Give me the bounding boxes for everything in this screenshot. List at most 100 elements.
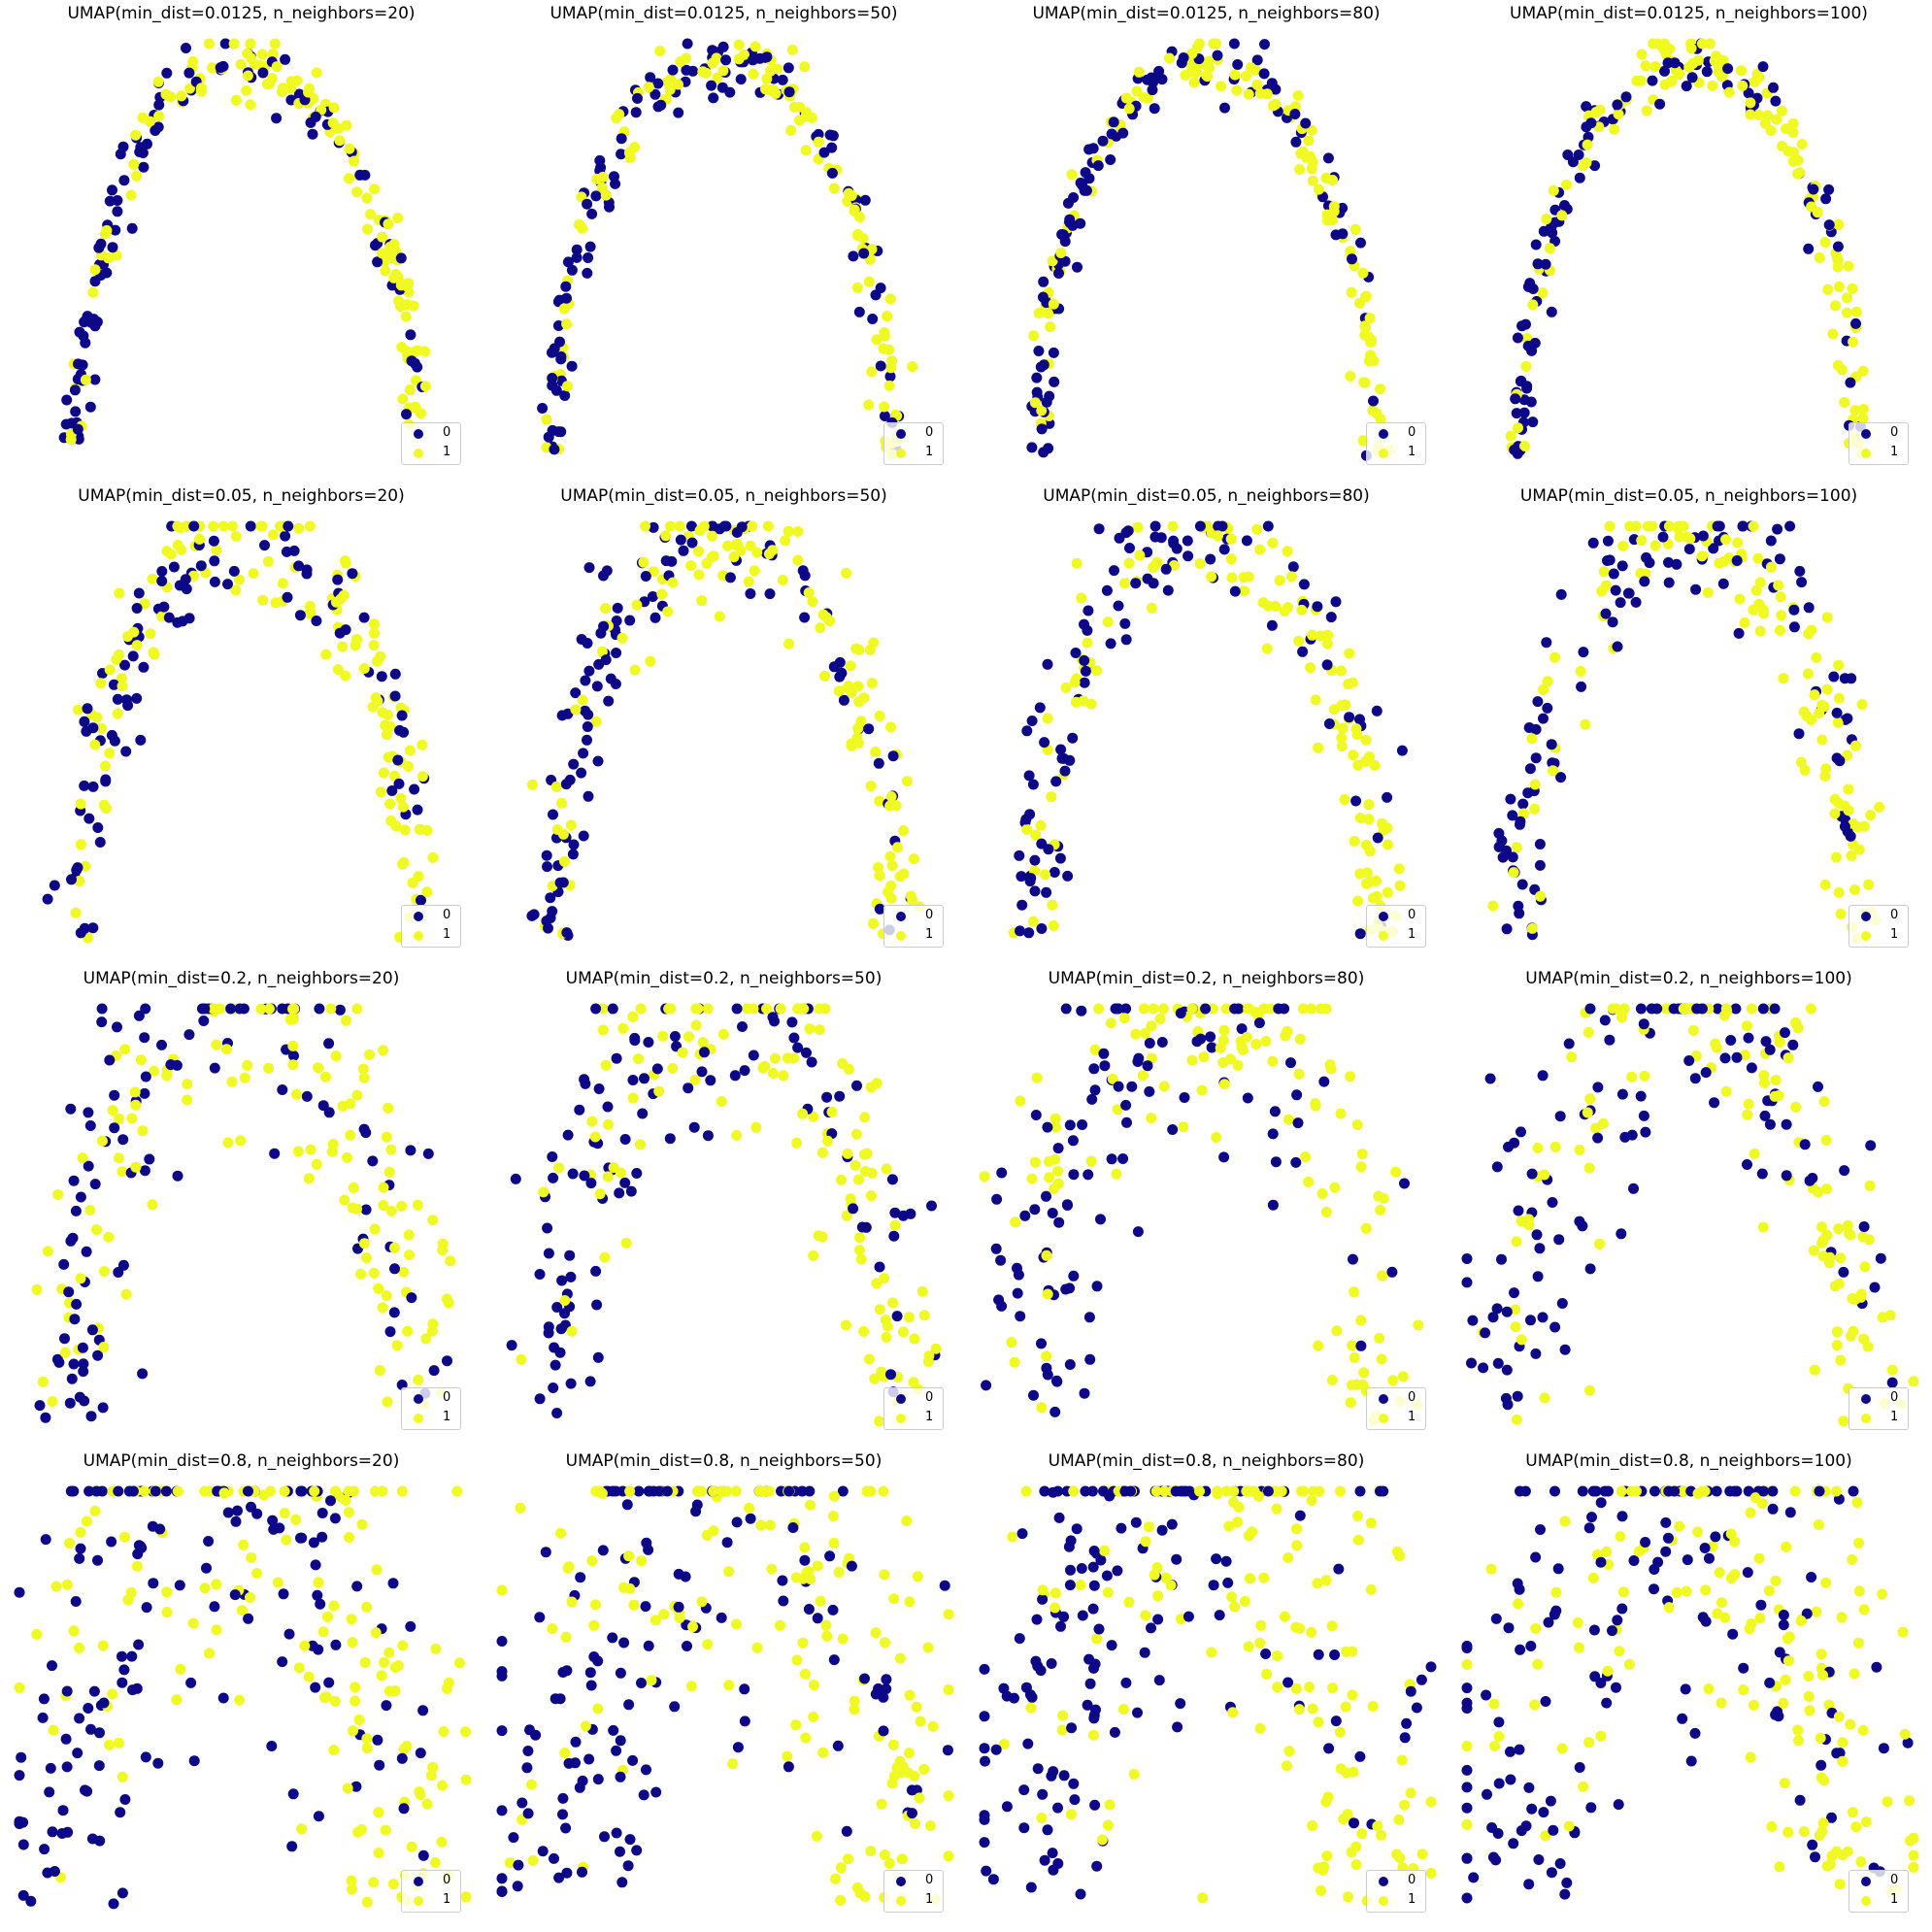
point-class-0: [1354, 1750, 1366, 1762]
point-class-0: [638, 1789, 650, 1801]
point-class-1: [397, 801, 409, 813]
point-class-1: [556, 797, 567, 809]
legend-item: 1: [1367, 1891, 1425, 1911]
point-class-1: [384, 720, 396, 732]
point-class-0: [1559, 1888, 1571, 1900]
point-class-0: [307, 1640, 318, 1651]
point-class-0: [878, 1691, 889, 1703]
point-class-1: [1516, 1334, 1527, 1346]
point-class-1: [674, 520, 685, 532]
point-class-1: [1765, 125, 1777, 136]
point-class-1: [165, 549, 177, 560]
point-class-1: [586, 1555, 598, 1567]
legend-label: 1: [443, 1892, 451, 1907]
point-class-1: [1833, 692, 1845, 704]
point-class-1: [1224, 1053, 1236, 1065]
point-class-0: [1616, 1603, 1628, 1615]
point-class-1: [851, 1882, 863, 1893]
point-class-1: [1355, 1161, 1367, 1173]
point-class-0: [1042, 658, 1053, 670]
point-class-1: [1057, 1710, 1069, 1721]
point-class-0: [834, 1090, 846, 1102]
point-class-1: [1322, 1791, 1334, 1803]
point-class-1: [204, 1648, 215, 1659]
point-class-1: [1359, 320, 1371, 332]
point-class-1: [879, 401, 890, 413]
point-class-1: [903, 1748, 915, 1759]
point-class-0: [1803, 602, 1815, 614]
point-class-1: [1338, 1814, 1349, 1825]
point-class-0: [1036, 1338, 1047, 1349]
point-class-1: [226, 1076, 238, 1087]
point-class-1: [1091, 665, 1102, 677]
point-class-1: [1316, 1884, 1327, 1896]
legend-item: 1: [1849, 444, 1908, 463]
point-class-0: [598, 570, 609, 582]
point-class-0: [879, 411, 890, 421]
point-class-1: [1511, 1414, 1522, 1425]
point-class-1: [662, 606, 674, 617]
point-class-0: [1089, 1799, 1101, 1811]
point-class-0: [389, 690, 401, 702]
point-class-1: [384, 798, 396, 810]
legend-marker: [1379, 1414, 1388, 1423]
point-class-1: [1233, 1501, 1245, 1513]
point-class-1: [226, 520, 238, 532]
point-class-1: [1290, 1682, 1302, 1694]
point-class-0: [1354, 928, 1366, 940]
point-class-1: [1614, 1646, 1625, 1657]
point-class-1: [1293, 1068, 1305, 1080]
point-class-0: [381, 1700, 392, 1712]
point-class-1: [1848, 1807, 1858, 1818]
point-class-0: [1563, 1038, 1575, 1049]
point-class-0: [1052, 1143, 1064, 1154]
point-class-1: [1020, 1485, 1032, 1497]
point-class-0: [1813, 1081, 1823, 1092]
point-class-0: [506, 1340, 517, 1351]
point-class-1: [1158, 1485, 1170, 1497]
point-class-0: [1501, 1364, 1513, 1376]
point-class-0: [625, 1185, 637, 1197]
point-class-0: [537, 403, 549, 414]
point-class-0: [208, 535, 219, 547]
point-class-0: [1663, 556, 1674, 568]
point-class-1: [859, 1112, 871, 1123]
point-class-1: [1707, 80, 1718, 91]
point-class-0: [222, 579, 233, 590]
point-class-1: [727, 1758, 739, 1770]
point-class-1: [358, 1238, 370, 1249]
point-class-1: [370, 1485, 381, 1497]
point-class-1: [541, 414, 552, 425]
point-class-0: [1036, 423, 1048, 435]
point-class-1: [538, 1186, 550, 1198]
point-class-1: [1393, 1814, 1405, 1825]
point-class-1: [716, 1096, 727, 1107]
point-class-0: [1162, 584, 1174, 596]
point-class-1: [262, 555, 274, 567]
point-class-1: [1808, 1245, 1819, 1256]
point-class-1: [1232, 1516, 1244, 1528]
point-class-0: [1577, 1220, 1588, 1232]
point-class-0: [1077, 1610, 1088, 1621]
point-class-1: [1375, 383, 1385, 395]
point-class-0: [1491, 1161, 1503, 1173]
point-class-1: [799, 1668, 811, 1680]
point-class-0: [574, 1782, 585, 1793]
point-class-1: [800, 1732, 812, 1744]
point-class-0: [1801, 1608, 1813, 1619]
point-class-1: [1367, 405, 1379, 416]
point-class-1: [1349, 223, 1361, 235]
point-class-0: [360, 1204, 372, 1216]
point-class-0: [94, 837, 106, 848]
point-class-1: [846, 738, 857, 749]
point-class-1: [330, 1050, 342, 1062]
point-class-0: [731, 1003, 743, 1015]
point-class-1: [1241, 1031, 1252, 1043]
point-class-1: [673, 79, 683, 90]
point-class-1: [1359, 377, 1371, 388]
point-class-0: [1067, 1135, 1079, 1147]
point-class-0: [1041, 1190, 1051, 1202]
point-class-1: [1511, 842, 1522, 853]
point-class-1: [378, 1045, 389, 1056]
point-class-0: [1668, 1003, 1680, 1015]
